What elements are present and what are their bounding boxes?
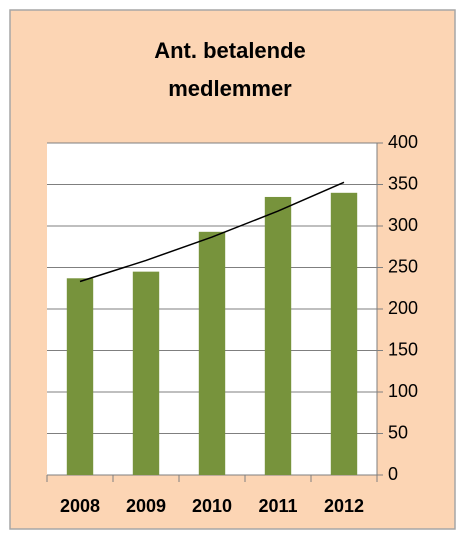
y-tick-label: 150: [388, 339, 418, 359]
chart-title: Ant. betalende: [154, 38, 306, 63]
y-tick-label: 200: [388, 298, 418, 318]
chart-title: medlemmer: [168, 76, 292, 101]
x-tick-label: 2008: [60, 496, 100, 516]
x-tick-label: 2010: [192, 496, 232, 516]
bar: [264, 196, 292, 475]
bar: [198, 231, 226, 475]
bar: [330, 192, 358, 476]
x-tick-label: 2012: [324, 496, 364, 516]
y-tick-label: 50: [388, 422, 408, 442]
bar: [132, 271, 160, 475]
y-tick-label: 0: [388, 464, 398, 484]
y-tick-label: 400: [388, 132, 418, 152]
y-tick-label: 350: [388, 173, 418, 193]
y-tick-label: 100: [388, 381, 418, 401]
x-tick-label: 2011: [258, 496, 297, 516]
y-tick-label: 250: [388, 256, 418, 276]
bar: [66, 278, 94, 475]
trendline: [79, 181, 345, 283]
y-tick-label: 300: [388, 215, 418, 235]
x-tick-label: 2009: [126, 496, 166, 516]
